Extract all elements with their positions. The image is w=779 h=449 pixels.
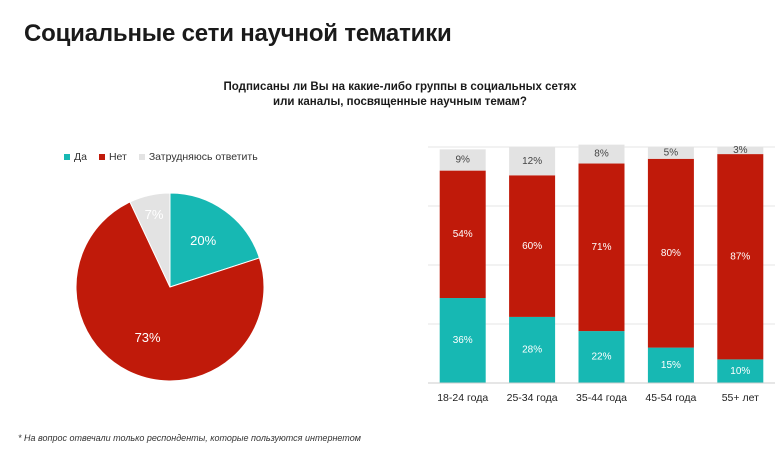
bar-label-unsure: 3% — [733, 145, 748, 156]
pie-slice-unsure — [129, 192, 171, 288]
bar-segment-no — [647, 158, 694, 348]
bar-label-unsure: 9% — [455, 155, 470, 166]
pie-label-unsure: 7% — [145, 207, 164, 222]
bar-segment-unsure — [647, 147, 694, 159]
bar-label-yes: 22% — [591, 352, 611, 363]
bar-label-yes: 15% — [661, 360, 681, 371]
x-tick-label: 35-44 года — [576, 392, 627, 404]
bar-segment-no — [578, 163, 625, 332]
pie-label-yes: 20% — [190, 233, 216, 248]
bar-label-yes: 36% — [453, 335, 473, 346]
pie-slice-yes — [169, 192, 261, 288]
legend-swatch-yes — [64, 154, 70, 160]
bar-segment-yes — [717, 359, 764, 383]
x-tick-label: 18-24 года — [437, 392, 488, 404]
bar-segment-unsure — [509, 147, 556, 176]
bar-label-unsure: 12% — [522, 156, 542, 167]
footnote: * На вопрос отвечали только респонденты,… — [18, 433, 361, 443]
bar-label-no: 87% — [730, 251, 750, 262]
x-tick-label: 25-34 года — [507, 392, 558, 404]
legend-item-yes: Да — [64, 151, 87, 163]
chart-question-line-2: или каналы, посвященные научным темам? — [273, 96, 527, 108]
legend: Да Нет Затрудняюсь ответить — [64, 151, 270, 163]
bar-segment-yes — [439, 298, 486, 383]
bar-segment-no — [717, 154, 764, 360]
legend-swatch-no — [98, 154, 105, 160]
legend-label-no: Нет — [108, 151, 127, 163]
legend-item-unsure: Затрудняюсь ответить — [138, 151, 258, 163]
bar-segment-unsure — [439, 149, 486, 171]
bar-label-unsure: 8% — [594, 149, 609, 160]
pie-label-no: 73% — [135, 330, 161, 345]
bar-segment-unsure — [717, 147, 764, 155]
legend-label-unsure: Затрудняюсь ответить — [148, 151, 258, 163]
bar-label-no: 80% — [661, 248, 681, 259]
bar-segment-unsure — [578, 144, 625, 164]
legend-label-yes: Да — [74, 151, 87, 163]
bar-segment-no — [509, 175, 556, 317]
bar-label-yes: 10% — [730, 366, 750, 377]
x-tick-label: 45-54 года — [645, 392, 696, 404]
x-tick-label: 55+ лет — [722, 392, 759, 404]
bar-segment-yes — [647, 347, 694, 383]
legend-item-no: Нет — [98, 151, 127, 163]
chart-question-line-1: Подписаны ли Вы на какие-либо группы в с… — [223, 81, 577, 93]
bar-label-no: 71% — [591, 242, 611, 253]
bar-label-yes: 28% — [522, 345, 542, 356]
page-title: Социальные сети научной тематики — [24, 20, 452, 47]
bar-segment-no — [439, 170, 486, 299]
bar-segment-yes — [578, 331, 625, 383]
bar-label-no: 54% — [453, 229, 473, 240]
bar-label-unsure: 5% — [664, 148, 679, 159]
bar-segment-yes — [509, 316, 556, 383]
bar-label-no: 60% — [522, 241, 542, 252]
legend-swatch-unsure — [138, 154, 145, 160]
pie-slice-no — [75, 201, 265, 382]
